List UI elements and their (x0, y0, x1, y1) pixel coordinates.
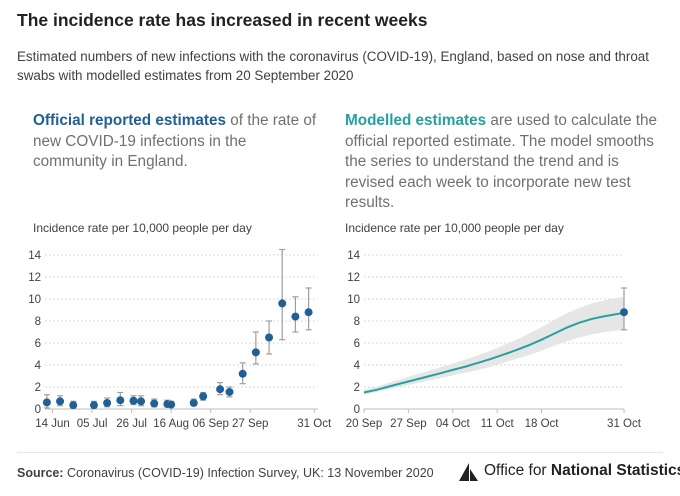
right-x-tick-label: 18 Oct (525, 418, 560, 430)
confidence-band (364, 296, 624, 395)
source-text: Coronavirus (COVID-19) Infection Survey,… (63, 466, 434, 480)
end-data-point (620, 308, 628, 317)
data-point (89, 401, 98, 410)
data-point (167, 400, 176, 409)
0-y-tick-label: 10 (28, 294, 41, 306)
1-y-tick-label: 12 (347, 272, 360, 284)
0-y-tick-label: 2 (35, 382, 41, 394)
data-point (103, 398, 112, 407)
right-panel-highlight: Modelled estimates (345, 112, 487, 129)
data-point (265, 333, 274, 342)
0-y-tick-label: 4 (35, 360, 42, 372)
data-point (291, 312, 300, 321)
source-label: Source: (17, 466, 64, 480)
left-x-tick-label: 31 Oct (297, 418, 332, 430)
0-y-tick-label: 14 (28, 250, 41, 262)
data-point (56, 397, 65, 406)
right-x-tick-label: 20 Sep (346, 418, 382, 430)
footer-divider (17, 452, 663, 453)
data-point (304, 308, 313, 317)
data-point (150, 399, 159, 408)
right-panel-description: Modelled estimates are used to calculate… (345, 111, 665, 214)
right-x-tick-label: 04 Oct (436, 418, 471, 430)
data-point (189, 398, 198, 407)
data-point (216, 385, 225, 394)
left-x-tick-label: 16 Aug (153, 418, 189, 430)
data-point (69, 401, 78, 410)
left-panel-body: of the rate of new COVID-19 infections i… (33, 112, 317, 170)
left-x-tick-label: 05 Jul (77, 418, 108, 430)
left-x-tick-label: 27 Sep (232, 418, 268, 430)
data-point (251, 348, 260, 357)
data-point (129, 396, 138, 405)
left-x-tick-label: 26 Jul (116, 418, 147, 430)
0-y-tick-label: 8 (35, 316, 41, 328)
1-y-tick-label: 6 (354, 338, 360, 350)
source-note: Source: Coronavirus (COVID-19) Infection… (17, 466, 434, 480)
1-y-tick-label: 2 (354, 382, 360, 394)
left-x-tick-label: 14 Jun (35, 418, 70, 430)
1-y-tick-label: 0 (354, 404, 360, 416)
data-point (42, 398, 51, 407)
chart-subtitle: Estimated numbers of new infections with… (17, 49, 649, 83)
data-point (137, 397, 146, 406)
left-panel-highlight: Official reported estimates (33, 112, 226, 129)
chart-title: The incidence rate has increased in rece… (17, 10, 428, 30)
0-y-tick-label: 12 (28, 272, 41, 284)
data-point (116, 396, 125, 405)
data-point (278, 299, 287, 308)
left-panel-description: Official reported estimates of the rate … (33, 111, 323, 173)
left-x-tick-label: 06 Sep (192, 418, 228, 430)
right-x-tick-label: 31 Oct (607, 418, 642, 430)
ons-logo-text: Office for National Statistics (484, 462, 680, 479)
data-point (225, 387, 234, 396)
model-line (363, 311, 625, 394)
1-y-tick-label: 14 (347, 250, 360, 262)
right-y-axis-label: Incidence rate per 10,000 people per day (345, 221, 564, 235)
1-y-tick-label: 10 (347, 294, 360, 306)
left-y-axis-label: Incidence rate per 10,000 people per day (33, 221, 252, 235)
right-x-tick-label: 27 Sep (390, 418, 426, 430)
1-y-tick-label: 8 (354, 316, 360, 328)
0-y-tick-label: 6 (35, 338, 41, 350)
ons-logo-icon (459, 463, 478, 481)
right-panel-body: are used to calculate the official repor… (345, 112, 658, 211)
1-y-tick-label: 4 (354, 360, 361, 372)
right-x-tick-label: 11 Oct (481, 418, 515, 430)
data-point (238, 369, 247, 378)
data-point (199, 392, 208, 401)
0-y-tick-label: 0 (35, 404, 41, 416)
